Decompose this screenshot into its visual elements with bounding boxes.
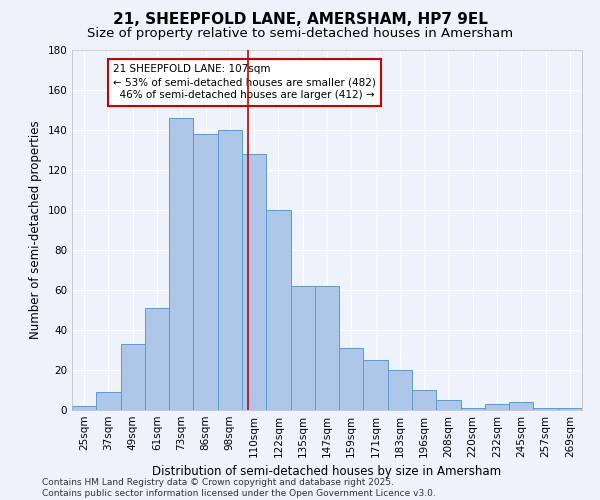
Bar	[339, 348, 364, 410]
Bar	[242, 154, 266, 410]
Bar	[364, 360, 388, 410]
Text: 21 SHEEPFOLD LANE: 107sqm
← 53% of semi-detached houses are smaller (482)
  46% : 21 SHEEPFOLD LANE: 107sqm ← 53% of semi-…	[113, 64, 376, 100]
Bar	[461, 408, 485, 410]
Bar	[436, 400, 461, 410]
Bar	[290, 286, 315, 410]
Text: Contains HM Land Registry data © Crown copyright and database right 2025.
Contai: Contains HM Land Registry data © Crown c…	[42, 478, 436, 498]
Bar	[388, 370, 412, 410]
X-axis label: Distribution of semi-detached houses by size in Amersham: Distribution of semi-detached houses by …	[152, 466, 502, 478]
Bar	[266, 210, 290, 410]
Bar	[169, 118, 193, 410]
Bar	[218, 130, 242, 410]
Text: Size of property relative to semi-detached houses in Amersham: Size of property relative to semi-detach…	[87, 28, 513, 40]
Bar	[558, 408, 582, 410]
Bar	[121, 344, 145, 410]
Bar	[412, 390, 436, 410]
Bar	[533, 408, 558, 410]
Bar	[509, 402, 533, 410]
Bar	[193, 134, 218, 410]
Text: 21, SHEEPFOLD LANE, AMERSHAM, HP7 9EL: 21, SHEEPFOLD LANE, AMERSHAM, HP7 9EL	[113, 12, 487, 28]
Bar	[96, 392, 121, 410]
Bar	[72, 406, 96, 410]
Y-axis label: Number of semi-detached properties: Number of semi-detached properties	[29, 120, 42, 340]
Bar	[145, 308, 169, 410]
Bar	[485, 404, 509, 410]
Bar	[315, 286, 339, 410]
